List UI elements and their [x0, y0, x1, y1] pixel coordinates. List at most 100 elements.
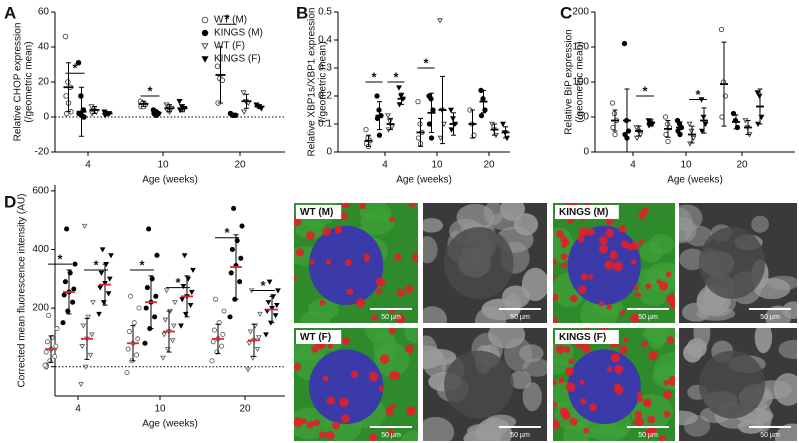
islet: [308, 225, 384, 305]
nucleus: [305, 231, 315, 240]
data-point: [97, 285, 104, 291]
micrograph-gray: [679, 203, 797, 323]
nucleus: [577, 235, 585, 243]
nucleus: [569, 294, 578, 303]
data-point: [106, 276, 113, 282]
data-point: [665, 138, 671, 145]
micrograph-color: [294, 203, 418, 323]
panel-letter: B: [296, 3, 308, 22]
nucleus: [666, 294, 675, 304]
data-point: [240, 90, 247, 96]
data-point: [428, 135, 435, 141]
data-point: [144, 285, 150, 291]
chart-panel: D0200400600Corrected mean fluorescence i…: [4, 185, 285, 430]
panel-letter: D: [4, 192, 16, 211]
data-point: [146, 226, 152, 232]
image-content: [423, 328, 547, 441]
nucleus: [645, 283, 652, 290]
nucleus: [565, 366, 575, 376]
gray-cell: [504, 337, 533, 372]
nucleus: [606, 304, 612, 310]
nucleus: [605, 218, 614, 226]
data-point: [247, 329, 254, 335]
data-point: [44, 339, 50, 345]
data-point: [415, 98, 421, 105]
nucleus: [561, 410, 571, 420]
data-point: [78, 382, 84, 388]
data-point: [42, 362, 48, 368]
data-point: [61, 292, 67, 298]
nucleus: [368, 433, 378, 441]
nucleus: [581, 343, 591, 353]
data-point: [686, 121, 693, 128]
significance-star: *: [224, 225, 230, 240]
micrograph-color: [294, 328, 418, 441]
nucleus: [638, 238, 645, 244]
nucleus: [294, 217, 302, 226]
data-point: [190, 267, 196, 274]
data-point: [60, 320, 66, 326]
nucleus: [564, 346, 571, 353]
legend-label: KINGS (F): [214, 54, 261, 65]
data-point: [229, 246, 235, 253]
nucleus: [294, 362, 302, 371]
acinar-cell: [648, 233, 675, 255]
nucleus: [350, 370, 359, 379]
nucleus: [647, 415, 656, 424]
nucleus: [635, 292, 642, 298]
significance-star: *: [72, 61, 78, 76]
nucleus: [375, 288, 383, 295]
data-point: [448, 107, 454, 114]
data-point: [43, 349, 49, 355]
nucleus: [294, 275, 297, 281]
image-content: [294, 203, 418, 323]
nucleus: [663, 379, 669, 386]
gray-cell: [522, 382, 542, 412]
data-point: [211, 327, 217, 333]
nucleus: [609, 252, 618, 261]
data-point: [81, 114, 87, 120]
data-point: [201, 43, 209, 50]
y-axis-label: (/geometric mean): [318, 41, 329, 122]
scale-bar-label: 50 µm: [510, 314, 530, 321]
data-point: [245, 367, 251, 373]
gray-cell: [483, 203, 504, 226]
nucleus: [387, 428, 395, 437]
data-point: [718, 26, 725, 33]
nucleus: [327, 342, 334, 349]
data-point: [201, 16, 209, 24]
acinar-cell: [307, 298, 340, 320]
data-point: [160, 355, 166, 361]
y-tick-label: 50: [578, 112, 590, 123]
data-point: [63, 110, 70, 117]
significance-star: *: [93, 257, 99, 272]
nucleus: [579, 379, 585, 386]
nucleus: [558, 377, 565, 384]
x-axis-label: Age (weeks): [142, 419, 198, 430]
data-point: [169, 338, 176, 344]
data-point: [98, 270, 105, 276]
label-box: [296, 205, 342, 219]
data-point: [227, 314, 233, 320]
data-point: [90, 300, 96, 306]
data-point: [128, 293, 134, 299]
data-point: [52, 353, 58, 359]
gray-cell: [475, 417, 513, 441]
data-point: [124, 370, 130, 376]
y-tick-label: 0.1: [318, 119, 332, 130]
image-label: KINGS (M): [559, 207, 608, 218]
y-tick-label: 40: [38, 42, 50, 53]
nucleus: [359, 203, 367, 210]
image-content: [553, 203, 675, 323]
data-point: [266, 279, 273, 285]
nucleus: [662, 390, 672, 400]
significance-star: *: [224, 12, 230, 27]
y-tick-label: -20: [35, 147, 50, 158]
y-tick-label: 200: [572, 7, 589, 18]
gray-cell: [778, 339, 797, 359]
nucleus: [620, 240, 630, 249]
nucleus: [322, 375, 329, 382]
y-axis-label: (/geometric mean): [24, 41, 35, 122]
scale-bar-label: 50 µm: [760, 314, 780, 321]
